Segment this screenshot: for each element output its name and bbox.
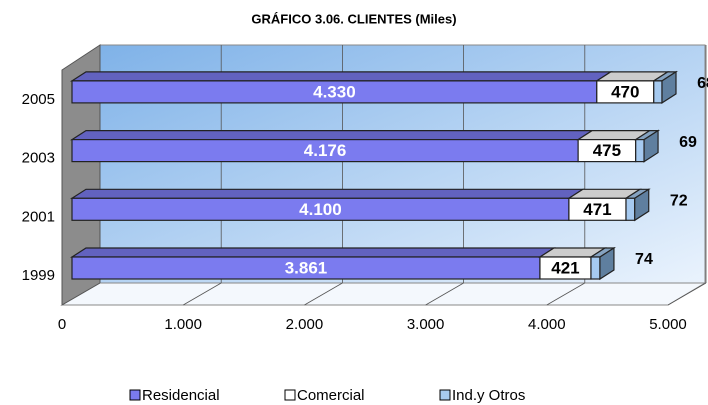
value-label: 4.100 [299,200,342,219]
grid-line [61,282,101,306]
bar-side [634,188,650,222]
bar-side [661,70,677,104]
y-tick-label: 1999 [22,267,55,284]
value-label: 72 [670,193,688,210]
value-label: 475 [593,141,621,160]
x-tick-label: 4.000 [528,316,566,333]
grid-line [182,282,222,306]
legend-swatch [129,389,141,401]
y-tick-label: 2003 [22,150,55,167]
legend-label: Ind.y Otros [452,387,525,404]
value-label: 74 [635,251,653,268]
bar-top [69,188,585,199]
value-label: 421 [551,258,579,277]
y-tick-label: 2001 [22,208,55,225]
bar-side [643,129,659,163]
value-label: 470 [611,82,639,101]
legend-label: Comercial [297,387,365,404]
value-label: 471 [583,200,611,219]
bar [653,80,663,104]
chart-title: GRÁFICO 3.06. CLIENTES (Miles) [251,11,456,26]
y-tick-label: 2005 [22,91,55,108]
value-label: 68 [697,75,708,92]
x-tick-label: 3.000 [407,316,445,333]
grid-line [546,282,586,306]
bar [635,139,645,163]
value-label: 69 [679,134,697,151]
value-label: 4.330 [313,82,356,101]
x-tick-label: 2.000 [286,316,324,333]
legend-swatch [439,389,451,401]
bar-top [69,247,556,258]
legend-label: Residencial [142,387,220,404]
bar-side [599,246,615,281]
grid-line [425,282,464,306]
bar-top [69,130,595,141]
x-tick-label: 5.000 [649,316,687,333]
value-label: 4.176 [304,141,347,160]
x-tick-label: 1.000 [164,316,202,333]
x-tick-label: 0 [58,316,66,333]
grid-line [304,282,343,306]
bar [590,256,601,280]
legend-swatch [284,389,296,401]
bar-top [69,71,613,82]
value-label: 3.861 [285,258,328,277]
grid-line [667,282,707,306]
bar [625,197,636,221]
floor [60,282,707,306]
